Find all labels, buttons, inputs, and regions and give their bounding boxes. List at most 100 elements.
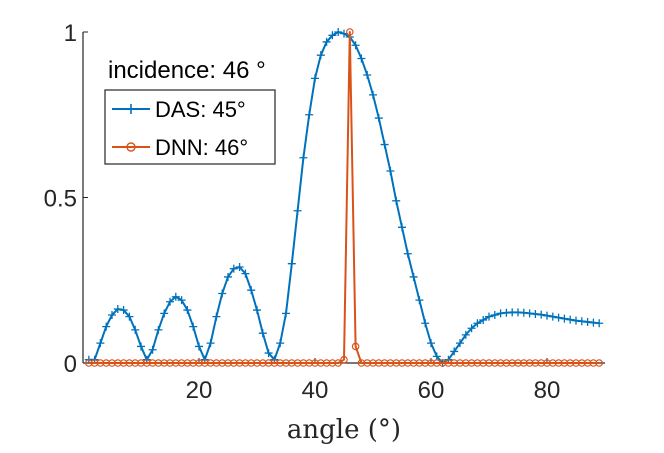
series-das-point — [131, 325, 140, 334]
series-das-point — [166, 297, 174, 306]
series-das-point — [160, 309, 169, 318]
series-dnn-point — [340, 355, 348, 364]
series-das-point — [421, 319, 430, 328]
series-dnn-point — [560, 359, 569, 367]
series-dnn-line — [88, 31, 600, 364]
series-dnn-point — [531, 359, 540, 367]
series-das-point — [328, 31, 337, 40]
series-das-point — [583, 317, 592, 326]
series-das-point — [525, 309, 534, 318]
series-das-point — [305, 110, 314, 119]
series-das-point — [206, 339, 215, 348]
series-das-point — [125, 312, 134, 321]
series-dnn-point — [85, 359, 93, 367]
series-das-point — [398, 223, 406, 232]
series-das-point — [456, 339, 464, 348]
series-das-point — [282, 309, 290, 318]
incidence-annotation: incidence: 46 ° — [108, 57, 266, 84]
series-das-point — [473, 319, 482, 328]
series-das-point — [519, 308, 528, 317]
series-dnn-point — [572, 359, 580, 367]
series-das-point — [554, 313, 563, 322]
series-dnn-point — [577, 359, 586, 367]
series-dnn-point — [566, 359, 575, 367]
x-tick-label: 20 — [186, 377, 213, 404]
series-das-point — [148, 345, 157, 354]
legend-dnn-label: DNN: 46° — [155, 135, 248, 160]
series-das-point — [531, 310, 540, 319]
series-dnn-point — [235, 359, 244, 367]
legend-entry-dnn: DNN: 46° — [112, 135, 248, 160]
series-dnn-point — [96, 359, 105, 367]
series-dnn-point — [148, 359, 157, 367]
series-das-point — [490, 311, 499, 320]
series-das-point — [119, 306, 128, 315]
series-layer — [84, 28, 604, 367]
series-dnn-point — [543, 359, 551, 367]
x-ticks: 20 40 60 80 — [186, 358, 561, 404]
x-axis-label: angle (°) — [287, 415, 401, 445]
series-das-point — [351, 41, 360, 50]
series-dnn-point — [114, 359, 122, 367]
series-das-point — [235, 263, 244, 272]
series-dnn-point — [537, 359, 546, 367]
series-dnn-point — [508, 359, 517, 367]
series-das-point — [334, 28, 343, 36]
series-das-point — [212, 312, 221, 321]
series-das-point — [479, 315, 488, 324]
series-dnn-point — [514, 359, 522, 367]
series-das-point — [403, 249, 412, 258]
legend-box — [104, 89, 276, 165]
series-das-point — [189, 322, 198, 331]
series-dnn-point — [177, 359, 186, 367]
series-das-point — [183, 306, 192, 315]
series-das-point — [241, 269, 250, 278]
y-tick-label: 0.5 — [44, 186, 77, 213]
series-das-point — [287, 259, 296, 268]
x-tick-label: 80 — [534, 377, 561, 404]
series-das-point — [264, 349, 273, 358]
series-das-point — [363, 71, 372, 80]
legend-das-marker — [126, 104, 136, 114]
series-das-point — [450, 347, 459, 356]
series-das-point — [311, 74, 319, 83]
series-das-point — [461, 330, 470, 339]
series-das-point — [247, 286, 256, 295]
series-das-point — [392, 196, 401, 205]
series-das-point — [543, 311, 551, 320]
series-dnn-point — [206, 359, 215, 367]
series-dnn-point — [253, 359, 261, 367]
series-das-point — [485, 312, 493, 321]
series-das-point — [322, 37, 331, 46]
series-das-point — [415, 296, 424, 305]
series-das-point — [258, 329, 267, 338]
series-das-point — [467, 324, 476, 333]
series-das-point — [572, 316, 580, 325]
series-das-point — [113, 305, 122, 314]
series-dnn-point — [102, 359, 111, 367]
series-das-point — [566, 315, 575, 324]
series-das-point — [218, 289, 227, 298]
legend-das-label: DAS: 45° — [155, 97, 246, 122]
series-das-point — [496, 309, 505, 318]
series-dnn-point — [519, 359, 528, 367]
y-tick-label: 1 — [64, 20, 77, 47]
legend: DAS: 45° DNN: 46° — [104, 89, 276, 165]
series-das-point — [589, 318, 598, 327]
series-das-point — [229, 264, 238, 273]
series-das-point — [177, 296, 186, 305]
x-tick-label: 40 — [302, 377, 329, 404]
x-tick-label: 60 — [418, 377, 445, 404]
series-das-point — [357, 54, 366, 63]
series-das-point — [224, 272, 232, 281]
series-das-point — [316, 51, 325, 60]
series-das-point — [299, 153, 308, 162]
y-ticks: 00.51 — [44, 20, 88, 378]
series-das-point — [386, 167, 395, 176]
series-das-point — [548, 312, 557, 321]
series-das-point — [137, 342, 145, 351]
series-dnn-point — [589, 359, 598, 367]
legend-dnn-marker — [126, 142, 136, 152]
y-tick-label: 0 — [64, 351, 77, 378]
